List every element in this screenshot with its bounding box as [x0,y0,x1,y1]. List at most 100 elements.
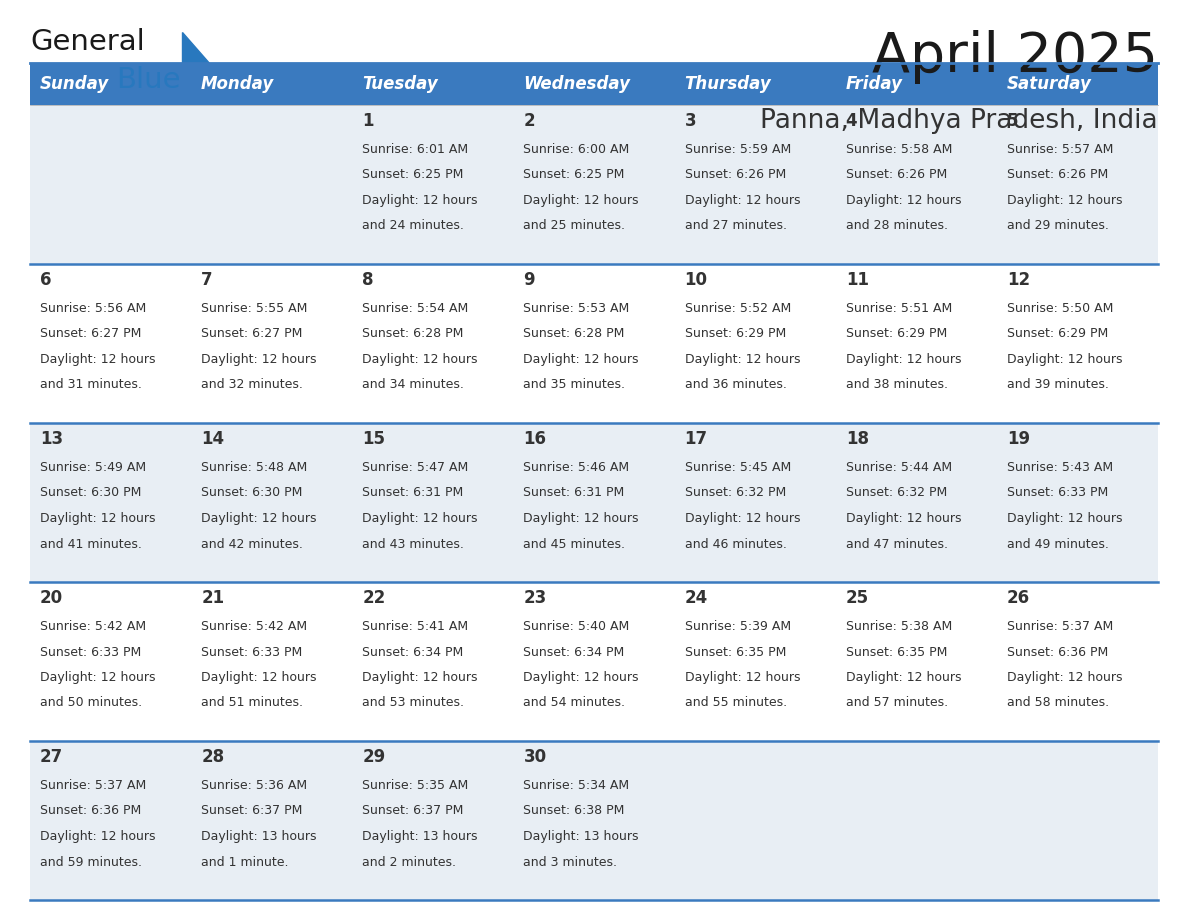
Text: and 28 minutes.: and 28 minutes. [846,219,948,232]
Text: Daylight: 12 hours: Daylight: 12 hours [684,512,800,525]
Bar [191,105,353,264]
Text: 5: 5 [1007,112,1018,130]
Text: Daylight: 12 hours: Daylight: 12 hours [524,194,639,207]
Text: Daylight: 12 hours: Daylight: 12 hours [40,830,156,843]
Text: Saturday: Saturday [1007,75,1092,93]
Text: and 29 minutes.: and 29 minutes. [1007,219,1108,232]
Bar [191,63,353,105]
Text: and 55 minutes.: and 55 minutes. [684,697,786,710]
Text: Daylight: 12 hours: Daylight: 12 hours [846,194,961,207]
Text: Daylight: 13 hours: Daylight: 13 hours [524,830,639,843]
Text: Sunset: 6:28 PM: Sunset: 6:28 PM [524,328,625,341]
Bar [513,105,675,264]
Text: Sunrise: 5:55 AM: Sunrise: 5:55 AM [201,302,308,315]
Text: 21: 21 [201,589,225,607]
Bar [835,423,997,582]
Text: Daylight: 12 hours: Daylight: 12 hours [684,194,800,207]
Text: Daylight: 12 hours: Daylight: 12 hours [362,671,478,684]
Text: Sunset: 6:29 PM: Sunset: 6:29 PM [684,328,785,341]
Text: Tuesday: Tuesday [362,75,438,93]
Text: and 57 minutes.: and 57 minutes. [846,697,948,710]
Text: Sunset: 6:33 PM: Sunset: 6:33 PM [40,645,141,658]
Bar [30,741,191,900]
Text: Sunrise: 5:39 AM: Sunrise: 5:39 AM [684,620,791,633]
Text: 10: 10 [684,271,708,289]
Text: Friday: Friday [846,75,903,93]
Text: 18: 18 [846,430,868,448]
Text: and 27 minutes.: and 27 minutes. [684,219,786,232]
Text: Sunrise: 5:40 AM: Sunrise: 5:40 AM [524,620,630,633]
Text: Daylight: 12 hours: Daylight: 12 hours [362,512,478,525]
Text: 8: 8 [362,271,374,289]
Text: Daylight: 12 hours: Daylight: 12 hours [684,671,800,684]
Bar [191,582,353,741]
Text: Daylight: 12 hours: Daylight: 12 hours [1007,353,1123,366]
Text: 22: 22 [362,589,386,607]
Text: Sunrise: 5:51 AM: Sunrise: 5:51 AM [846,302,952,315]
Text: Sunset: 6:34 PM: Sunset: 6:34 PM [362,645,463,658]
Bar [513,63,675,105]
Text: and 41 minutes.: and 41 minutes. [40,538,141,551]
Text: Sunset: 6:33 PM: Sunset: 6:33 PM [1007,487,1108,499]
Text: 7: 7 [201,271,213,289]
Text: Sunset: 6:35 PM: Sunset: 6:35 PM [684,645,786,658]
Text: Daylight: 12 hours: Daylight: 12 hours [684,353,800,366]
Text: and 25 minutes.: and 25 minutes. [524,219,625,232]
Text: Daylight: 12 hours: Daylight: 12 hours [1007,194,1123,207]
Text: Sunset: 6:25 PM: Sunset: 6:25 PM [524,169,625,182]
Text: and 2 minutes.: and 2 minutes. [362,856,456,868]
Text: Sunrise: 5:37 AM: Sunrise: 5:37 AM [40,779,146,792]
Bar [675,264,835,423]
Text: Daylight: 12 hours: Daylight: 12 hours [524,671,639,684]
Text: Sunset: 6:27 PM: Sunset: 6:27 PM [201,328,303,341]
Bar [353,423,513,582]
Text: Sunrise: 5:37 AM: Sunrise: 5:37 AM [1007,620,1113,633]
Text: Sunset: 6:31 PM: Sunset: 6:31 PM [362,487,463,499]
Text: Sunset: 6:37 PM: Sunset: 6:37 PM [362,804,463,818]
Text: and 59 minutes.: and 59 minutes. [40,856,143,868]
Bar [675,582,835,741]
Text: Sunset: 6:25 PM: Sunset: 6:25 PM [362,169,463,182]
Text: Sunrise: 5:34 AM: Sunrise: 5:34 AM [524,779,630,792]
Bar [353,105,513,264]
Bar [997,582,1158,741]
Text: Sunset: 6:35 PM: Sunset: 6:35 PM [846,645,947,658]
Text: and 51 minutes.: and 51 minutes. [201,697,303,710]
Text: Sunrise: 5:47 AM: Sunrise: 5:47 AM [362,461,468,474]
Bar [675,63,835,105]
Text: Sunrise: 5:43 AM: Sunrise: 5:43 AM [1007,461,1113,474]
Text: Daylight: 12 hours: Daylight: 12 hours [846,512,961,525]
Bar [835,741,997,900]
Text: 3: 3 [684,112,696,130]
Text: Sunset: 6:26 PM: Sunset: 6:26 PM [1007,169,1108,182]
Bar [191,264,353,423]
Text: and 31 minutes.: and 31 minutes. [40,378,141,391]
Text: 11: 11 [846,271,868,289]
Text: Sunset: 6:36 PM: Sunset: 6:36 PM [40,804,141,818]
Text: Daylight: 12 hours: Daylight: 12 hours [846,671,961,684]
Text: Wednesday: Wednesday [524,75,631,93]
Text: Sunset: 6:28 PM: Sunset: 6:28 PM [362,328,463,341]
Text: 15: 15 [362,430,385,448]
Bar [835,264,997,423]
Text: and 3 minutes.: and 3 minutes. [524,856,618,868]
Text: Sunrise: 5:58 AM: Sunrise: 5:58 AM [846,143,952,156]
Text: 30: 30 [524,748,546,766]
Text: Sunset: 6:38 PM: Sunset: 6:38 PM [524,804,625,818]
Text: Sunrise: 5:54 AM: Sunrise: 5:54 AM [362,302,468,315]
Bar [997,105,1158,264]
Text: and 1 minute.: and 1 minute. [201,856,289,868]
Text: 19: 19 [1007,430,1030,448]
Bar [513,741,675,900]
Bar [835,582,997,741]
Text: 20: 20 [40,589,63,607]
Bar [513,582,675,741]
Text: 24: 24 [684,589,708,607]
Bar [513,423,675,582]
Text: 16: 16 [524,430,546,448]
Text: 26: 26 [1007,589,1030,607]
Text: Daylight: 12 hours: Daylight: 12 hours [40,353,156,366]
Text: Daylight: 12 hours: Daylight: 12 hours [524,353,639,366]
Text: Daylight: 12 hours: Daylight: 12 hours [201,512,317,525]
Bar [835,105,997,264]
